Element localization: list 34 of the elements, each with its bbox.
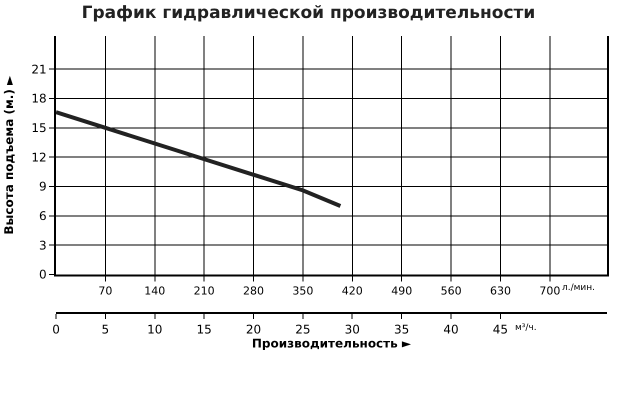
x2-tick-label: 70 xyxy=(98,284,112,298)
x-tick-label: 45 xyxy=(492,322,508,337)
x2-tick-label: 140 xyxy=(144,284,166,298)
text: л./мин. xyxy=(562,283,596,293)
y-tick-label: 15 xyxy=(31,121,47,136)
x-tick-label: 10 xyxy=(147,322,162,337)
line-series xyxy=(56,110,342,208)
x2-tick-label: 700 xyxy=(539,284,560,298)
x-tick-label: 30 xyxy=(344,322,360,337)
x-tick-label: 40 xyxy=(443,322,459,337)
x2-axis-title: Производительность ► xyxy=(252,336,412,351)
y-tick-label: 0 xyxy=(38,268,47,282)
x-tick-label: 35 xyxy=(394,322,410,337)
x-tick-label: 15 xyxy=(196,322,212,337)
x-tick-label: 0 xyxy=(52,322,60,337)
y-tick-label: 18 xyxy=(31,92,47,106)
y-tick-label: 21 xyxy=(31,62,47,76)
y-tick-label: 6 xyxy=(38,208,47,223)
x2-tick-label: 280 xyxy=(243,284,264,298)
y-tick-label: 9 xyxy=(38,180,47,194)
y-tick-label: 3 xyxy=(38,238,47,252)
text: м³/ч. xyxy=(515,323,537,333)
x2-tick-label: 560 xyxy=(440,284,462,298)
x2-tick-label: 210 xyxy=(194,284,215,298)
y-axis-title: Высота подъема (м.) ► xyxy=(2,75,16,235)
x-tick-label: 25 xyxy=(295,322,310,337)
x2-tick-label: 630 xyxy=(490,284,511,298)
x2-tick-label: 490 xyxy=(391,284,412,298)
x2-tick-label: 350 xyxy=(292,284,314,298)
chart-title: График гидравлической производительности xyxy=(82,2,536,23)
y-tick-label: 12 xyxy=(31,150,47,164)
x-tick-label: 5 xyxy=(102,322,110,337)
x-tick-label: 20 xyxy=(246,322,262,337)
x2-tick-label: 420 xyxy=(342,284,363,298)
